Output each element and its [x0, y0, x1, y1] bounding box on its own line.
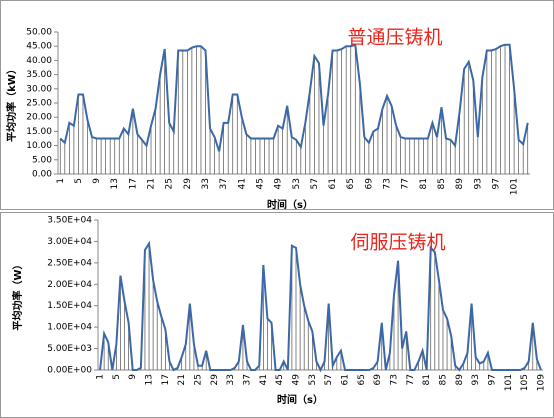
x-axis-label: 时间（s）: [267, 198, 313, 211]
x-tick-label: 53: [308, 374, 318, 385]
x-tick-label: 33: [226, 374, 236, 385]
x-tick-label: 21: [177, 374, 187, 385]
x-tick-label: 93: [471, 374, 481, 385]
y-axis-label: 平均功率（kW）: [5, 64, 18, 142]
x-tick-label: 65: [346, 178, 356, 189]
x-tick-label: 89: [455, 178, 465, 190]
x-tick-label: 61: [340, 374, 350, 385]
x-tick-label: 5: [74, 178, 84, 184]
x-tick-label: 97: [491, 178, 501, 189]
x-tick-label: 17: [161, 374, 171, 385]
x-tick-label: 33: [201, 178, 211, 189]
x-tick-label: 105: [520, 374, 530, 391]
x-tick-label: 17: [128, 178, 138, 189]
y-tick-label: 2.00E+04: [47, 280, 92, 290]
x-tick-label: 85: [438, 374, 448, 385]
y-tick-label: 5.00E+03: [47, 344, 92, 354]
x-tick-label: 41: [259, 374, 269, 385]
y-tick-label: 20.00: [26, 113, 52, 123]
y-tick-label: 50.00: [26, 28, 52, 38]
x-tick-label: 49: [292, 374, 302, 386]
y-tick-label: 5.00: [32, 155, 52, 165]
x-tick-label: 13: [145, 374, 155, 385]
x-tick-label: 93: [473, 178, 483, 189]
y-tick-label: 3.50E+04: [47, 216, 92, 226]
x-tick-label: 89: [455, 374, 465, 386]
x-tick-label: 5: [112, 374, 122, 380]
x-tick-label: 57: [310, 178, 320, 189]
x-tick-label: 85: [437, 178, 447, 189]
x-tick-label: 41: [237, 178, 247, 189]
x-tick-label: 61: [328, 178, 338, 189]
x-tick-label: 101: [510, 178, 520, 195]
x-tick-label: 77: [401, 178, 411, 189]
y-tick-label: 15.00: [26, 127, 52, 137]
x-tick-label: 53: [292, 178, 302, 189]
chart-title: 伺服压铸机: [350, 232, 445, 254]
y-tick-label: 1.00E+04: [47, 323, 92, 333]
y-tick-label: 40.00: [26, 56, 52, 66]
x-tick-label: 9: [128, 374, 138, 380]
x-tick-label: 37: [219, 178, 229, 189]
x-tick-label: 81: [419, 178, 429, 189]
chart-title: 普通压铸机: [347, 27, 442, 49]
x-tick-label: 109: [536, 374, 546, 391]
series-line: [99, 240, 542, 373]
x-tick-label: 81: [422, 374, 432, 385]
x-tick-label: 101: [504, 374, 514, 391]
x-tick-label: 25: [194, 374, 204, 385]
y-tick-label: 3.00E+04: [47, 237, 92, 247]
y-tick-label: 2.50E+04: [47, 258, 92, 268]
y-tick-label: 0.00: [32, 170, 52, 180]
panel: [0, 212, 554, 418]
x-tick-label: 29: [210, 374, 220, 386]
x-tick-label: 45: [275, 374, 285, 385]
y-tick-label: 0.00E+00: [47, 366, 92, 376]
x-tick-label: 65: [357, 374, 367, 385]
x-tick-label: 37: [243, 374, 253, 385]
x-tick-label: 25: [165, 178, 175, 189]
y-tick-label: 30.00: [26, 84, 52, 94]
x-tick-label: 1: [96, 374, 106, 380]
y-tick-label: 1.50E+04: [47, 301, 92, 311]
y-axis-label: 平均功率（W）: [11, 259, 24, 330]
x-tick-label: 77: [406, 374, 416, 385]
x-tick-label: 29: [183, 178, 193, 190]
x-tick-label: 73: [383, 178, 393, 189]
x-tick-label: 21: [147, 178, 157, 189]
x-tick-label: 73: [389, 374, 399, 385]
y-tick-label: 35.00: [26, 70, 52, 80]
y-tick-label: 25.00: [26, 99, 52, 109]
x-tick-label: 69: [364, 178, 374, 190]
y-tick-label: 45.00: [26, 42, 52, 52]
x-tick-label: 57: [324, 374, 334, 385]
x-tick-label: 49: [274, 178, 284, 190]
x-tick-label: 97: [487, 374, 497, 385]
y-tick-label: 10.00: [26, 141, 52, 151]
x-tick-label: 69: [373, 374, 383, 386]
x-tick-label: 1: [56, 178, 66, 184]
x-tick-label: 45: [255, 178, 265, 189]
x-tick-label: 9: [92, 178, 102, 184]
series-line: [59, 43, 529, 152]
x-axis-label: 时间（s）: [277, 393, 323, 406]
x-tick-label: 13: [110, 178, 120, 189]
